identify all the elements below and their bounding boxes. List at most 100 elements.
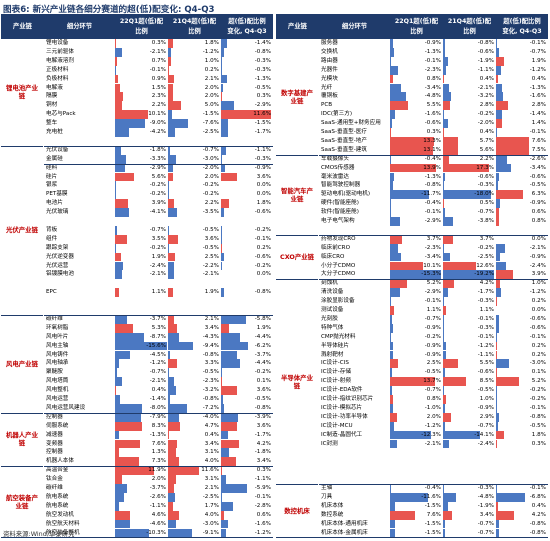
value-cell-b: -0.7% [443, 519, 496, 529]
value-text: -1.5% [424, 520, 441, 527]
value-bar [390, 181, 393, 191]
value-bar [443, 163, 489, 173]
segment-name: 光伏运营 [46, 262, 69, 269]
value-cell-b: 2.0% [168, 92, 221, 102]
value-text: -1.4% [254, 40, 271, 46]
value-text: 0.5% [479, 200, 494, 207]
value-cell-a [115, 306, 168, 315]
value-bar [496, 341, 497, 351]
segment-name: 航电系统 [46, 502, 69, 509]
segment-name: 风电轴承 [46, 360, 69, 367]
value-cell-a: -0.1% [390, 56, 443, 66]
value-text: -0.4% [424, 485, 441, 491]
value-text: -1.3% [529, 84, 546, 91]
value-cell-a: -0.9% [390, 350, 443, 360]
value-text: 4.0% [204, 511, 219, 518]
value-cell-a: -3.3% [115, 154, 168, 164]
value-bar [390, 199, 392, 209]
value-cell-c: -0.1% [496, 332, 548, 342]
table-row: 整车 -9.0% -7.6% -1.5% [1, 119, 273, 128]
value-bar [496, 199, 500, 209]
value-bar [168, 101, 182, 111]
value-bar [115, 314, 128, 324]
group-separator [276, 484, 318, 485]
value-bar [390, 519, 395, 529]
value-text: -2.4% [529, 262, 546, 269]
value-bar [496, 519, 500, 529]
value-text: -2.3% [202, 378, 219, 385]
value-bar [390, 145, 434, 155]
value-text: -2.6% [149, 493, 166, 500]
value-cell-b: -1.2% [168, 47, 221, 57]
value-bar [496, 110, 503, 120]
value-text: -0.8% [202, 396, 219, 402]
value-cell-b: 3.7% [443, 234, 496, 244]
value-bar [115, 350, 130, 360]
value-text: 2.0% [426, 413, 441, 420]
header-change-sub: 变化, Q4-Q3 [227, 28, 267, 35]
value-text: -0.2% [202, 191, 219, 198]
value-text: -2.0% [202, 164, 219, 171]
value-text: -0.3% [254, 155, 271, 162]
value-cell-b: 1.7% [168, 501, 221, 511]
value-text: 1.9% [204, 289, 219, 296]
value-cell-c: -0.2% [221, 368, 273, 378]
value-cell-a [390, 448, 443, 457]
value-bar [221, 439, 240, 449]
value-bar [168, 172, 174, 182]
value-cell-c: -0.6% [221, 252, 273, 262]
value-bar [221, 359, 241, 369]
value-bar [496, 101, 509, 111]
table-row: IC设计-指纹识别芯片 0.8% 1.0% -0.2% [276, 395, 548, 404]
value-cell-b: -0.3% [443, 323, 496, 333]
value-bar [168, 65, 169, 75]
segment-name: 驱动电机(驱动电机) [321, 191, 371, 198]
value-text: -0.5% [202, 244, 219, 251]
value-cell-a: 2.3% [115, 92, 168, 102]
value-text: -3.2% [202, 387, 219, 394]
value-text: -7.9% [149, 413, 166, 420]
value-bar [390, 279, 408, 289]
value-text: -0.1% [477, 333, 494, 340]
value-text: 11.6% [201, 467, 219, 474]
table-row: 电解液溶剂 0.7% 1.0% -0.3% [1, 56, 273, 66]
value-cell-a: -2.3% [390, 243, 443, 253]
value-bar [443, 484, 444, 493]
value-text: -1.9% [477, 57, 494, 64]
value-bar [168, 39, 173, 48]
value-bar [390, 136, 435, 146]
value-bar [390, 412, 397, 422]
segment-name: 高温合金 [46, 467, 69, 474]
value-bar [221, 39, 228, 48]
segment-name: 软件(智能座舱) [321, 209, 359, 216]
value-cell-a: 0.7% [115, 56, 168, 66]
segment-name: 车载摄像头 [321, 155, 349, 162]
value-cell-c [221, 217, 273, 226]
value-cell-b: 0.4% [443, 128, 496, 137]
value-text: -0.7% [477, 422, 494, 429]
value-bar [221, 119, 228, 128]
value-cell-b: -2.2% [168, 261, 221, 271]
segment-name: 半导体硅片 [321, 342, 349, 349]
value-cell-b: -0.8% [168, 350, 221, 360]
value-cell-a: 0.9% [115, 74, 168, 84]
value-cell-c: -5.9% [221, 484, 273, 493]
industry-chain-label: 锂电池产业链 [6, 84, 38, 101]
value-bar [390, 323, 393, 333]
value-text: -2.1% [149, 271, 166, 278]
value-bar [443, 39, 446, 48]
segment-name: 三元前驱体 [46, 48, 74, 55]
value-text: -0.2% [202, 182, 219, 189]
segment-name: EPC [46, 289, 57, 296]
value-cell-a: -1.8% [115, 145, 168, 155]
value-cell-b: -3.2% [443, 92, 496, 102]
value-text: -2.1% [424, 440, 441, 447]
value-text: -0.2% [424, 333, 441, 340]
value-bar [496, 510, 515, 520]
value-bar [390, 403, 394, 413]
value-text: -1.1% [477, 351, 494, 358]
value-text: -9.0% [149, 120, 166, 127]
value-text: 3.9% [531, 271, 546, 278]
value-text: 7.5% [531, 146, 546, 153]
value-text: -1.1% [477, 66, 494, 73]
